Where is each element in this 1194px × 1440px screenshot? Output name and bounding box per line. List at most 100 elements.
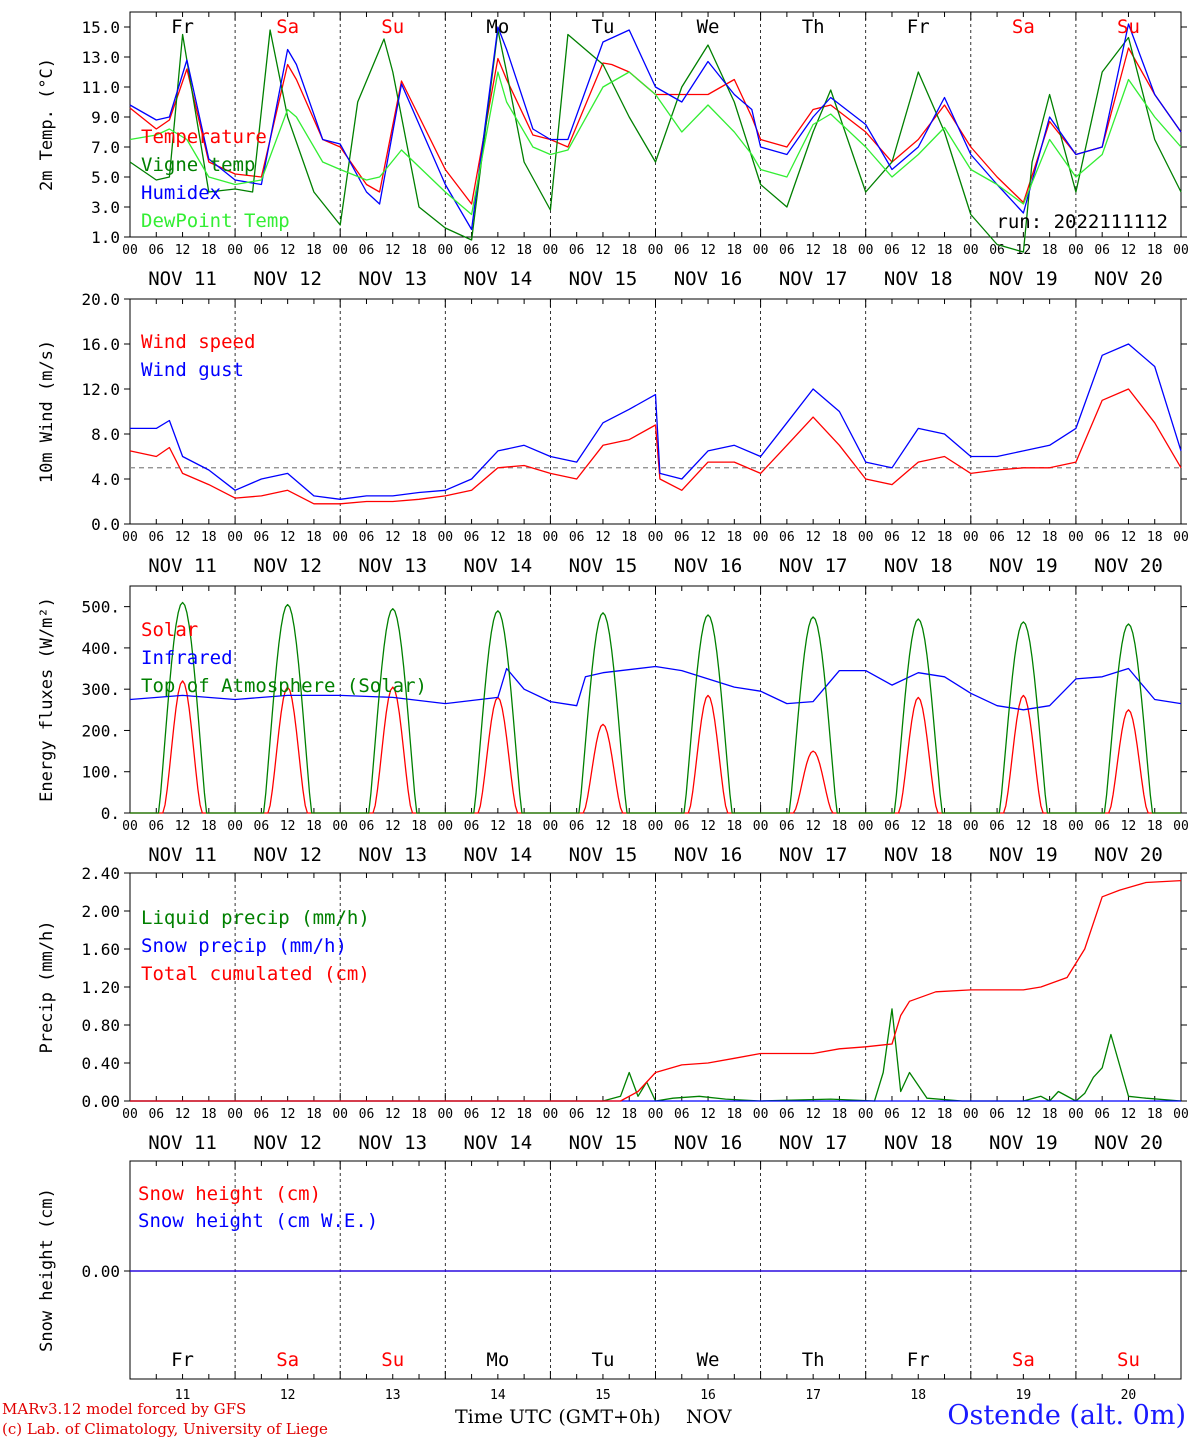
panel3-hour-label: 18 <box>411 819 427 834</box>
panel1-hour-label: 12 <box>805 243 821 258</box>
panel3-legend-entry: Solar <box>141 619 198 641</box>
panel3-hour-label: 18 <box>306 819 322 834</box>
panel3-hour-label: 18 <box>726 819 742 834</box>
panel1-series-dewpoint <box>129 71 1182 216</box>
panel1-legend-entry: Humidex <box>141 182 221 204</box>
panel1-hour-label: 00 <box>753 243 769 258</box>
panel4-hour-label: 18 <box>306 1107 322 1122</box>
panel4-hour-label: 06 <box>989 1107 1005 1122</box>
panel4-hour-label: 06 <box>359 1107 375 1122</box>
panel4-date-label: NOV 16 <box>674 1132 743 1154</box>
panel2-hour-label: 00 <box>227 530 243 545</box>
panel4-date-label: NOV 11 <box>148 1132 217 1154</box>
panel1-hour-label: 06 <box>254 243 270 258</box>
station-name: Ostende (alt. 0m) <box>947 1400 1186 1431</box>
panel2-date-label: NOV 12 <box>253 555 322 577</box>
panel4-y-tick-label: 1.20 <box>81 978 120 997</box>
panel2-series-wind_speed <box>129 388 1182 505</box>
panel2-hour-label: 06 <box>1094 530 1110 545</box>
panel2-hour-label: 18 <box>516 530 532 545</box>
panel1-date-label: NOV 13 <box>358 268 427 290</box>
panel3-series-infrared <box>129 665 1182 711</box>
panel3-hour-label: 06 <box>884 819 900 834</box>
panel1-hour-label: 06 <box>989 243 1005 258</box>
bottom-weekday-label: Su <box>381 1349 404 1371</box>
panel5-y-axis-label: Snow height (cm) <box>37 1188 57 1352</box>
panel1-hour-label: 18 <box>516 243 532 258</box>
panel4-hour-label: 00 <box>1173 1107 1189 1122</box>
panel3-date-label: NOV 12 <box>253 844 322 866</box>
bottom-day-number: 16 <box>700 1388 716 1403</box>
panel3-hour-label: 06 <box>254 819 270 834</box>
panel1-hour-label: 12 <box>280 243 296 258</box>
panel4-hour-label: 00 <box>858 1107 874 1122</box>
top-weekday-label: Tu <box>592 16 615 38</box>
panel1-hour-label: 00 <box>543 243 559 258</box>
bottom-day-number: 18 <box>910 1388 926 1403</box>
panel3-hour-label: 18 <box>1147 819 1163 834</box>
panel4-hour-label: 12 <box>595 1107 611 1122</box>
panel1-hour-label: 00 <box>1173 243 1189 258</box>
panel4-y-tick-label: 0.00 <box>81 1092 120 1111</box>
panel5-legend-entry: Snow height (cm W.E.) <box>138 1210 378 1232</box>
panel1-date-label: NOV 17 <box>779 268 848 290</box>
panel4-date-label: NOV 19 <box>989 1132 1058 1154</box>
panel1-date-label: NOV 11 <box>148 268 217 290</box>
panel3-hour-label: 12 <box>385 819 401 834</box>
panel3-series-toa <box>130 601 1181 814</box>
panel4-hour-label: 12 <box>1121 1107 1137 1122</box>
panel4-date-label: NOV 17 <box>779 1132 848 1154</box>
panel4-legend-entry: Total cumulated (cm) <box>141 963 370 985</box>
panel1-y-tick-label: 7.0 <box>91 138 120 157</box>
panel2-y-axis-label: 10m Wind (m/s) <box>37 340 57 483</box>
panel4-hour-label: 06 <box>674 1107 690 1122</box>
panel4-legend-entry: Snow precip (mm/h) <box>141 935 347 957</box>
panel2-hour-label: 18 <box>306 530 322 545</box>
panel2-hour-label: 00 <box>122 530 138 545</box>
panel5-legend-entry: Snow height (cm) <box>138 1183 321 1205</box>
panel1-y-tick-label: 1.0 <box>91 228 120 247</box>
panel1-date-label: NOV 16 <box>674 268 743 290</box>
panel1-hour-label: 12 <box>595 243 611 258</box>
panel3-hour-label: 00 <box>1173 819 1189 834</box>
panel1-hour-label: 18 <box>306 243 322 258</box>
panel2-date-label: NOV 19 <box>989 555 1058 577</box>
panel3-y-tick-label: 400. <box>81 639 120 658</box>
panel1-hour-label: 06 <box>464 243 480 258</box>
bottom-weekday-label: We <box>697 1349 720 1371</box>
panel3-hour-label: 00 <box>963 819 979 834</box>
panel4-hour-label: 00 <box>122 1107 138 1122</box>
panel3-hour-label: 06 <box>779 819 795 834</box>
panel2-hour-label: 06 <box>254 530 270 545</box>
panel2-hour-label: 18 <box>201 530 217 545</box>
panel4-date-label: NOV 13 <box>358 1132 427 1154</box>
panel3-hour-label: 06 <box>148 819 164 834</box>
panel2-date-label: NOV 13 <box>358 555 427 577</box>
panel3-hour-label: 06 <box>674 819 690 834</box>
panel4-date-label: NOV 12 <box>253 1132 322 1154</box>
panel1-hour-label: 00 <box>1068 243 1084 258</box>
bottom-day-number: 14 <box>490 1388 506 1403</box>
panel4-hour-label: 12 <box>1016 1107 1032 1122</box>
panel4-legend-entry: Liquid precip (mm/h) <box>141 907 370 929</box>
panel1-hour-label: 06 <box>148 243 164 258</box>
panel2-hour-label: 06 <box>359 530 375 545</box>
credit-line-2: (c) Lab. of Climatology, University of L… <box>2 1420 328 1438</box>
panel1-y-tick-label: 13.0 <box>81 48 120 67</box>
bottom-day-number: 20 <box>1121 1388 1137 1403</box>
panel2-hour-label: 00 <box>1068 530 1084 545</box>
panel1-series-humidex <box>129 23 1182 231</box>
panel3-date-label: NOV 16 <box>674 844 743 866</box>
panel1-hour-label: 12 <box>910 243 926 258</box>
panel3-hour-label: 18 <box>621 819 637 834</box>
panel4-hour-label: 00 <box>332 1107 348 1122</box>
panel3-hour-label: 18 <box>1042 819 1058 834</box>
panel4-hour-label: 00 <box>648 1107 664 1122</box>
panel3-hour-label: 00 <box>1068 819 1084 834</box>
panel3-date-label: NOV 13 <box>358 844 427 866</box>
panel1-hour-label: 18 <box>621 243 637 258</box>
panel1-hour-label: 12 <box>700 243 716 258</box>
top-weekday-label: We <box>697 16 720 38</box>
panel1-date-label: NOV 15 <box>569 268 638 290</box>
